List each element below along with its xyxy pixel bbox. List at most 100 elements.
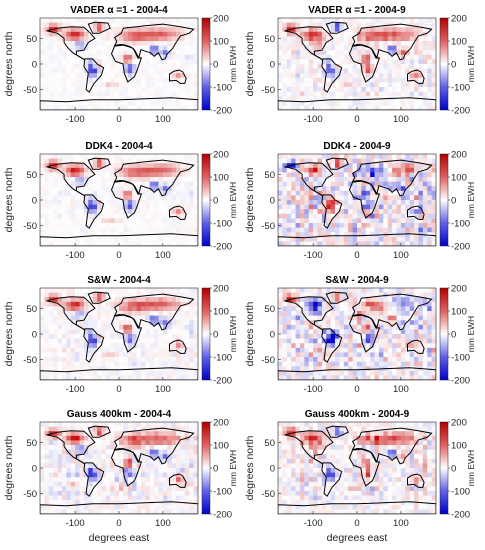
- colorbar-tick-label: 200: [213, 284, 229, 295]
- x-tick-label: 100: [393, 384, 409, 395]
- panel-title: Gauss 400km - 2004-9: [305, 409, 410, 420]
- colorbar-tick-label: -100: [451, 487, 470, 498]
- colorbar: [201, 287, 211, 381]
- colorbar-tick-label: -200: [451, 510, 470, 521]
- panel-title: DDK4 - 2004-9: [323, 141, 391, 152]
- y-tick-label: 0: [270, 196, 275, 207]
- colorbar-label: mm EWH: [228, 182, 238, 218]
- colorbar-tick-label: 200: [213, 418, 229, 429]
- colorbar-tick-label: -200: [213, 242, 232, 253]
- colorbar-tick-label: 100: [213, 307, 229, 318]
- colorbar-tick-label: 100: [213, 441, 229, 452]
- map-panel: S&W - 2004-4 50 0 -50 -100 0 100 200 100 0 -100 -20…: [3, 275, 238, 395]
- y-tick-label: 50: [264, 34, 275, 45]
- map-panel: DDK4 - 2004-9 50 0 -50 -100 0 100 200 100 0 -100 -2…: [244, 141, 476, 261]
- x-axis-label: degrees east: [327, 532, 388, 544]
- colorbar-tick-label: 100: [451, 307, 467, 318]
- x-tick-label: 0: [354, 250, 359, 261]
- colorbar-tick-label: -100: [213, 83, 232, 94]
- colorbar-tick-label: 0: [213, 196, 218, 207]
- colorbar-label: mm EWH: [228, 450, 238, 486]
- map-panel: Gauss 400km - 2004-4 50 0 -50 -100 0 100 200 100…: [3, 409, 238, 544]
- panel-title: S&W - 2004-9: [325, 275, 389, 286]
- y-tick-label: 50: [26, 438, 37, 449]
- colorbar-tick-label: 100: [451, 173, 467, 184]
- colorbar-tick-label: 100: [451, 37, 467, 48]
- y-axis-label: degrees north: [244, 31, 256, 96]
- x-tick-label: 0: [354, 518, 359, 529]
- colorbar-tick-label: 200: [451, 284, 467, 295]
- colorbar: [201, 153, 211, 247]
- y-tick-label: 50: [264, 438, 275, 449]
- y-tick-label: 0: [32, 196, 37, 207]
- x-tick-label: 100: [155, 384, 171, 395]
- colorbar-tick-label: 100: [213, 173, 229, 184]
- heatmap-field: [40, 288, 198, 380]
- x-axis-label: degrees east: [89, 532, 150, 544]
- colorbar-tick-label: -200: [213, 376, 232, 387]
- colorbar-label: mm EWH: [466, 182, 476, 218]
- x-tick-label: 100: [155, 518, 171, 529]
- x-tick-label: 0: [354, 384, 359, 395]
- colorbar-tick-label: -100: [451, 353, 470, 364]
- colorbar-tick-label: 0: [451, 330, 456, 341]
- y-tick-label: 0: [32, 330, 37, 341]
- colorbar-tick-label: 0: [451, 196, 456, 207]
- x-tick-label: 100: [393, 250, 409, 261]
- colorbar: [439, 287, 449, 381]
- colorbar-tick-label: 100: [213, 37, 229, 48]
- heatmap-field: [40, 18, 198, 110]
- y-tick-label: 50: [264, 304, 275, 315]
- colorbar: [439, 421, 449, 515]
- x-tick-label: 0: [116, 384, 121, 395]
- y-tick-label: 50: [26, 304, 37, 315]
- x-tick-label: -100: [304, 114, 323, 125]
- y-tick-label: 50: [26, 34, 37, 45]
- y-tick-label: -50: [261, 489, 275, 500]
- colorbar-label: mm EWH: [466, 46, 476, 82]
- colorbar-label: mm EWH: [228, 316, 238, 352]
- heatmap-field: [40, 422, 198, 514]
- map-panel: VADER α =1 - 2004-9 50 0 -50 -100 0 100 200 100 0…: [244, 5, 476, 125]
- panel-title: VADER α =1 - 2004-9: [308, 5, 406, 16]
- x-tick-label: 100: [155, 114, 171, 125]
- colorbar-tick-label: 0: [451, 464, 456, 475]
- y-tick-label: -50: [23, 85, 37, 96]
- y-axis-label: degrees north: [3, 301, 15, 366]
- x-tick-label: -100: [66, 384, 85, 395]
- x-tick-label: 0: [354, 114, 359, 125]
- heatmap-field: [278, 422, 436, 514]
- colorbar: [201, 421, 211, 515]
- map-panel: VADER α =1 - 2004-4 50 0 -50 -100 0 100 200 100 0…: [3, 5, 238, 125]
- colorbar-tick-label: 0: [451, 60, 456, 71]
- colorbar-tick-label: 200: [451, 150, 467, 161]
- y-tick-label: 0: [270, 330, 275, 341]
- colorbar-tick-label: 200: [213, 150, 229, 161]
- colorbar-label: mm EWH: [228, 46, 238, 82]
- colorbar: [201, 17, 211, 111]
- x-tick-label: 0: [116, 250, 121, 261]
- y-tick-label: 0: [270, 464, 275, 475]
- colorbar-tick-label: 200: [451, 14, 467, 25]
- colorbar: [439, 153, 449, 247]
- colorbar-tick-label: -100: [213, 353, 232, 364]
- x-tick-label: -100: [304, 384, 323, 395]
- map-panel: DDK4 - 2004-4 50 0 -50 -100 0 100 200 100 0 -100 -2…: [3, 141, 238, 261]
- colorbar-tick-label: -100: [213, 487, 232, 498]
- colorbar: [439, 17, 449, 111]
- colorbar-tick-label: -200: [213, 106, 232, 117]
- colorbar-tick-label: -200: [451, 106, 470, 117]
- y-axis-label: degrees north: [244, 301, 256, 366]
- x-tick-label: 100: [393, 114, 409, 125]
- x-tick-label: -100: [66, 250, 85, 261]
- heatmap-field: [40, 154, 198, 246]
- colorbar-tick-label: -100: [451, 83, 470, 94]
- y-tick-label: 0: [32, 464, 37, 475]
- x-tick-label: -100: [66, 114, 85, 125]
- colorbar-tick-label: -200: [451, 242, 470, 253]
- y-tick-label: -50: [23, 355, 37, 366]
- colorbar-tick-label: -200: [213, 510, 232, 521]
- colorbar-tick-label: -100: [213, 219, 232, 230]
- colorbar-tick-label: 200: [451, 418, 467, 429]
